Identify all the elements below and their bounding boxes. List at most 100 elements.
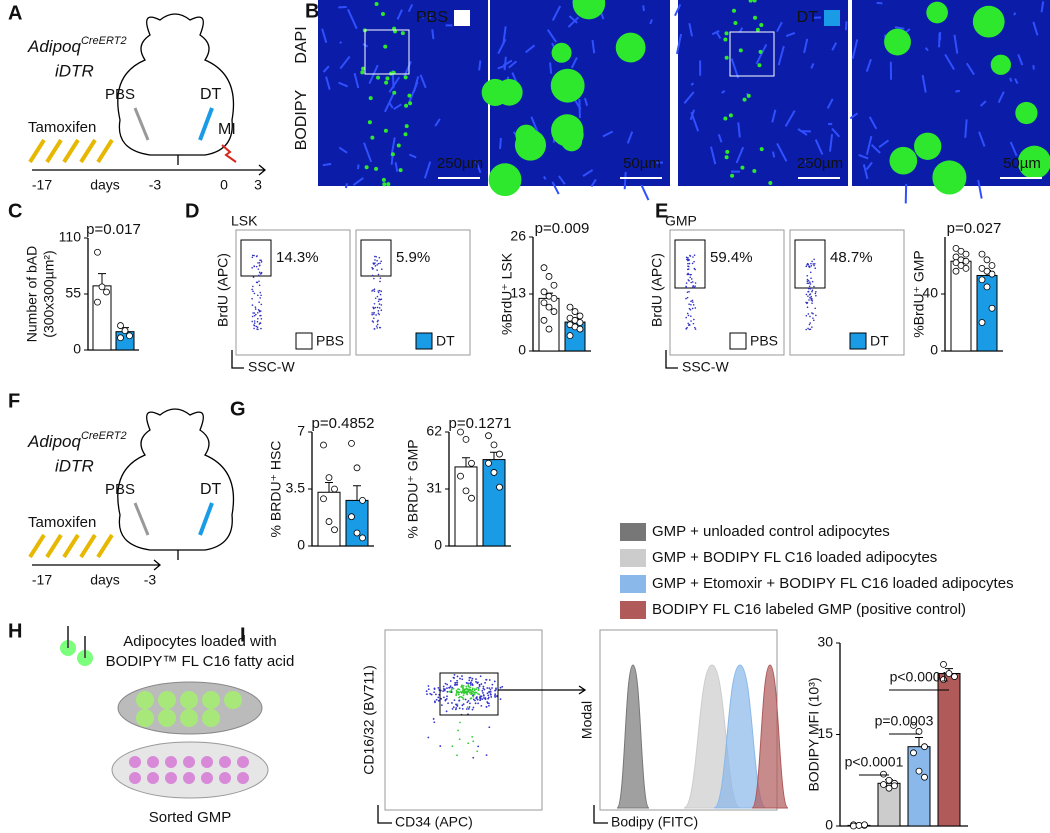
legend-swatch	[620, 601, 646, 619]
event	[443, 696, 445, 699]
panel-label: B	[305, 0, 319, 22]
event	[686, 312, 689, 315]
nuclei	[551, 181, 560, 195]
event	[452, 706, 455, 708]
event	[440, 697, 443, 700]
event	[461, 675, 463, 677]
data-point	[576, 312, 584, 320]
event	[687, 268, 690, 270]
nuclei	[1009, 141, 1018, 157]
data-point	[348, 439, 355, 447]
event	[814, 292, 817, 295]
event	[454, 708, 457, 711]
event	[258, 271, 261, 274]
data-point	[978, 319, 986, 326]
flow-plot	[355, 229, 471, 356]
event	[809, 287, 812, 290]
event	[806, 306, 809, 309]
event	[371, 274, 374, 277]
event	[380, 268, 383, 271]
lipid-droplet	[382, 182, 387, 187]
syringe-tam	[96, 533, 114, 559]
data-point	[320, 441, 327, 449]
event	[251, 256, 254, 259]
event	[493, 680, 496, 683]
data-point	[490, 469, 498, 476]
nuclei	[582, 169, 594, 177]
event	[694, 282, 697, 284]
event	[815, 314, 817, 317]
gmp-cell	[147, 772, 159, 784]
event	[373, 311, 375, 314]
event	[258, 262, 261, 264]
strain-sup: CreERT2	[81, 35, 127, 47]
nuclei	[508, 60, 518, 69]
lipid-droplet	[374, 166, 379, 171]
event	[808, 299, 810, 301]
event	[487, 702, 489, 705]
event	[484, 698, 487, 701]
event	[471, 683, 474, 685]
y-tick-label: 55	[65, 285, 81, 301]
p-value: p=0.009	[535, 220, 590, 237]
lipid-droplet	[515, 124, 538, 147]
event	[433, 691, 436, 694]
event	[455, 694, 458, 697]
event	[811, 326, 813, 328]
event	[371, 266, 373, 269]
axis-arrow	[377, 805, 392, 824]
event	[257, 308, 260, 311]
mouse-strain: AdipoqCreERT2	[27, 35, 127, 57]
data-point	[550, 294, 558, 302]
nuclei	[325, 76, 331, 90]
nuclei	[776, 21, 783, 33]
nuclei	[352, 177, 364, 186]
data-point	[962, 250, 970, 258]
event	[373, 288, 376, 291]
event	[482, 687, 485, 690]
nuclei	[810, 63, 815, 69]
syringe-tam	[45, 138, 63, 164]
data-point	[496, 450, 503, 458]
data-point	[915, 767, 923, 775]
zoom-box	[364, 29, 410, 75]
syringe-tam	[79, 138, 97, 164]
lipid-droplet	[884, 28, 911, 56]
lipid-droplet	[889, 146, 918, 175]
event	[470, 697, 473, 700]
nuclei	[858, 154, 869, 160]
event	[811, 312, 813, 314]
data-point	[117, 322, 124, 329]
syringe-tam	[45, 533, 63, 559]
axis-label: BrdU (APC)	[215, 253, 231, 327]
event	[813, 319, 815, 322]
event	[491, 687, 493, 689]
nuclei	[474, 159, 482, 174]
event	[494, 696, 496, 698]
mi-arrow	[221, 144, 237, 163]
event	[687, 257, 689, 259]
event	[251, 297, 253, 300]
event	[459, 677, 461, 680]
data-point	[921, 773, 928, 781]
event	[479, 699, 482, 702]
event	[466, 706, 469, 709]
y-tick-label: 3.5	[286, 480, 306, 496]
event	[252, 290, 254, 293]
event	[253, 320, 256, 322]
nuclei	[690, 111, 700, 132]
gate-percent: 59.4%	[710, 249, 753, 266]
event	[458, 699, 460, 702]
event	[812, 317, 814, 319]
event	[475, 680, 477, 683]
event	[373, 302, 376, 305]
event	[251, 267, 253, 269]
event	[253, 324, 255, 326]
syringe-tam	[62, 533, 80, 559]
p-value: p=0.027	[947, 220, 1002, 237]
lipid-droplet	[404, 103, 409, 108]
event	[809, 271, 812, 274]
event	[689, 324, 691, 326]
event	[471, 687, 474, 690]
event	[687, 322, 690, 325]
